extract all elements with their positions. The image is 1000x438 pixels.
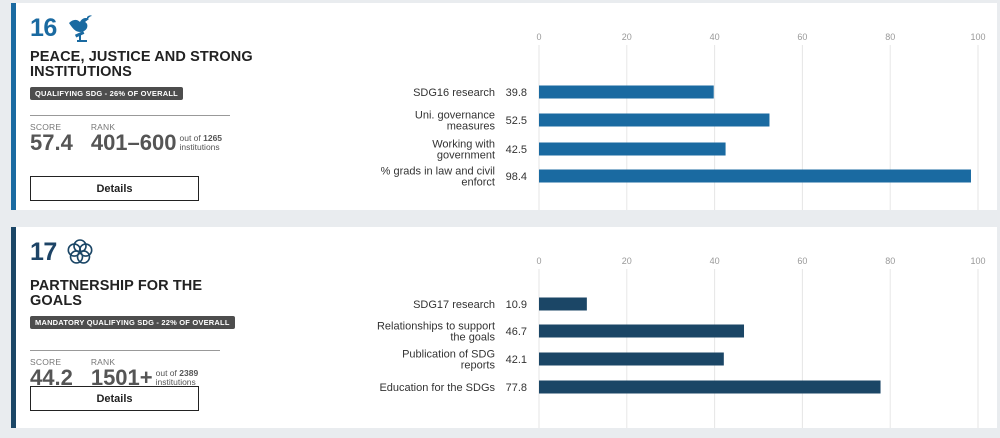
bar-value-label: 46.7 [506,326,527,338]
score-value: 44.2 [30,365,73,390]
x-tick-label: 40 [710,32,720,42]
bar-value-label: 42.5 [506,144,527,156]
sdg-card-17: 17 PARTNERSHIP FOR THE GOALS MANDATORY Q… [11,227,997,428]
indicator-bar [539,352,724,366]
category-label: the goals [450,332,495,344]
rank-value: 1501+ [90,365,153,390]
indicator-bar-chart: 0 20 40 60 80 100 39.8 SDG16 research 52.5 Uni. g… [381,32,986,210]
weight-badge: MANDATORY QUALIFYING SDG - 22% OF OVERAL… [30,316,235,329]
indicator-bar [539,380,881,394]
divider [30,350,220,351]
x-tick-label: 80 [885,256,895,266]
indicator-bar [539,324,745,338]
sdg-number: 17 [30,238,57,266]
bar-value-label: 52.5 [506,115,527,127]
x-tick-label: 20 [622,32,632,42]
x-tick-label: 0 [536,256,541,266]
details-button[interactable]: Details [30,176,199,201]
category-label: SDG17 research [413,299,495,311]
sdg-summary: 16 PEACE, JUSTICE AND STRONG INSTITUTION… [30,13,255,201]
category-label: Education for the SDGs [379,382,495,394]
x-tick-label: 40 [710,256,720,266]
indicator-bar [539,113,770,127]
category-label: Publication of SDG [402,349,495,361]
indicator-bar [539,297,587,311]
x-tick-label: 60 [797,32,807,42]
rank-value: 401–600 [90,130,177,155]
divider [30,115,230,116]
sdg-title: PEACE, JUSTICE AND STRONG INSTITUTIONS [30,49,253,80]
sdg-title: PARTNERSHIP FOR THE GOALS [30,278,203,309]
weight-badge: QUALIFYING SDG - 26% OF OVERALL [30,87,183,100]
sdg-number: 16 [30,14,57,42]
category-label: % grads in law and civil [381,166,495,178]
bar-value-label: 42.1 [506,354,527,366]
score-label: SCORE [30,357,62,367]
x-tick-label: 20 [622,256,632,266]
rank-label: RANK [90,357,116,367]
institutions-text: institutions [155,377,196,387]
indicator-bar [539,85,714,99]
x-tick-label: 0 [536,32,541,42]
rank-out-of: out of 2389 institutions [156,369,199,387]
x-tick-label: 100 [970,256,985,266]
x-tick-label: 80 [885,32,895,42]
rank-out-of: out of 1265 institutions [179,134,222,152]
x-tick-label: 60 [797,256,807,266]
total-institutions: 1265 [203,133,223,143]
details-button[interactable]: Details [30,386,199,411]
rank-label: RANK [90,122,116,132]
total-institutions: 2389 [179,368,199,378]
category-label: Uni. governance [415,110,495,122]
bar-value-label: 39.8 [506,87,527,99]
x-tick-label: 100 [970,32,985,42]
dove-gavel-icon [65,13,95,43]
out-of-text: out of [179,133,204,143]
indicator-bar-chart: 0 20 40 60 80 100 10.9 SDG17 research 46.7 Relati… [377,256,986,428]
score-value: 57.4 [30,130,73,155]
institutions-text: institutions [179,142,220,152]
sdg-card-16: 16 PEACE, JUSTICE AND STRONG INSTITUTION… [11,3,997,210]
category-label: SDG16 research [413,87,495,99]
category-label: government [437,150,495,162]
score-block: SCORE 57.4 [30,122,73,154]
flower-rings-icon [65,237,95,267]
out-of-text: out of [155,368,180,378]
bar-value-label: 98.4 [506,171,527,183]
category-label: enforct [461,177,495,189]
rank-block: RANK 401–600 out of 1265 institutions [91,122,222,154]
score-label: SCORE [30,122,62,132]
category-label: Relationships to support [377,321,495,333]
category-label: reports [461,360,496,372]
indicator-bar [539,142,726,156]
category-label: measures [447,121,496,133]
bar-value-label: 10.9 [506,299,527,311]
bar-value-label: 77.8 [506,382,527,394]
category-label: Working with [432,139,495,151]
rank-block: RANK 1501+ out of 2389 institutions [91,357,198,389]
score-block: SCORE 44.2 [30,357,73,389]
sdg-summary: 17 PARTNERSHIP FOR THE GOALS MANDATORY Q… [30,237,255,411]
indicator-bar [539,169,971,183]
